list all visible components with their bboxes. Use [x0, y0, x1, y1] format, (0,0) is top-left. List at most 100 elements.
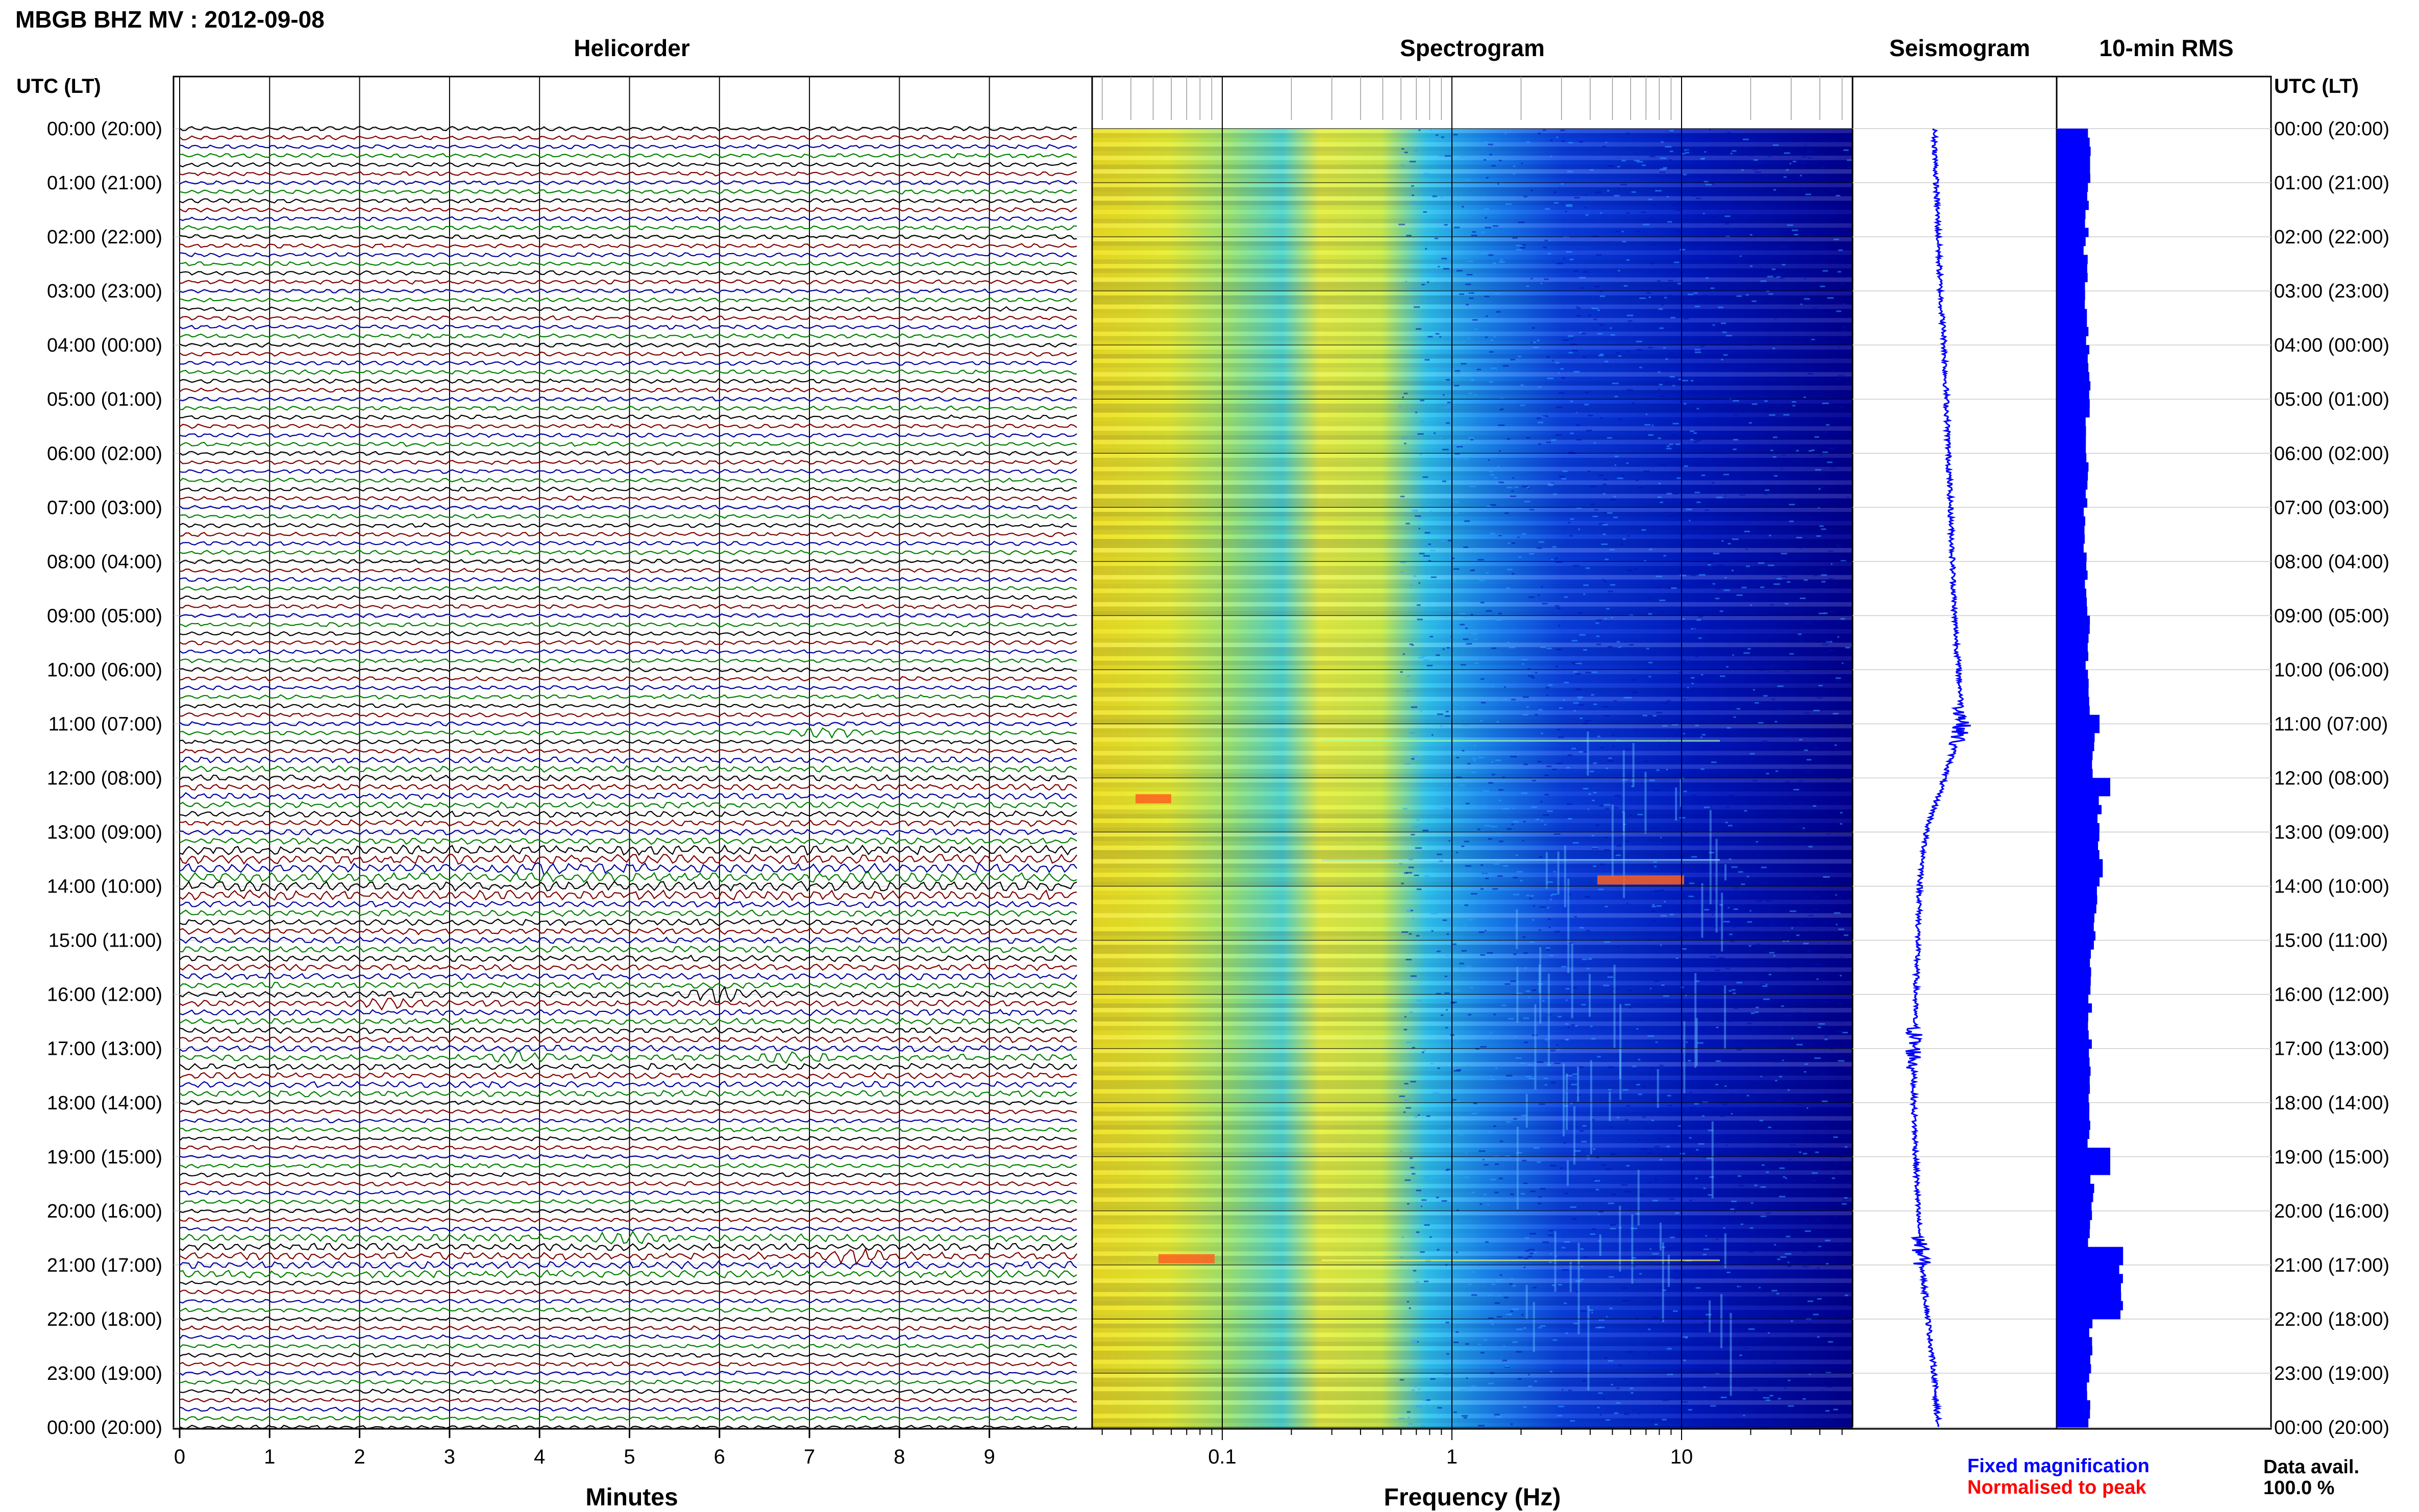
- spectrogram-speckle: [1552, 1339, 1558, 1341]
- spectrogram-speckle: [1470, 614, 1473, 616]
- spectrogram-speckle: [1572, 842, 1579, 844]
- spectrogram-speckle: [1693, 441, 1698, 443]
- spectrogram-speckle: [1575, 673, 1581, 675]
- spectrogram-speckle: [1830, 467, 1837, 469]
- spectrogram-streak: [1667, 1255, 1670, 1287]
- spectrogram-speckle: [1789, 504, 1795, 506]
- spectrogram-streak: [1564, 845, 1566, 907]
- spectrogram-row: [1092, 962, 1853, 968]
- spectrogram-speckle: [1462, 341, 1464, 343]
- spectrogram-speckle: [1772, 348, 1775, 350]
- spectrogram-speckle: [1815, 1151, 1819, 1153]
- spectrogram-speckle: [1767, 276, 1773, 278]
- spectrogram-speckle: [1526, 706, 1529, 708]
- spectrogram-speckle: [1596, 619, 1602, 621]
- spectrogram-speckle: [1715, 1060, 1721, 1062]
- spectrogram-speckle: [1661, 1053, 1664, 1055]
- spectrogram-speckle: [1418, 528, 1420, 530]
- spectrogram-speckle: [1460, 778, 1464, 780]
- spectrogram-speckle: [1650, 263, 1653, 265]
- spectrogram-speckle: [1470, 439, 1473, 441]
- spectrogram-speckle: [1651, 1067, 1653, 1069]
- spectrogram-speckle: [1760, 1076, 1762, 1077]
- helicorder-trace: [179, 927, 1077, 935]
- spectrogram-speckle: [1576, 315, 1581, 316]
- helicorder-trace: [179, 324, 1077, 330]
- helicorder-trace: [179, 666, 1077, 673]
- spectrogram-speckle: [1547, 907, 1549, 909]
- spectrogram-speckle: [1796, 1044, 1803, 1046]
- spectrogram-speckle: [1675, 209, 1682, 211]
- spectrogram-speckle: [1522, 696, 1529, 698]
- rms-bar: [2057, 1193, 2093, 1202]
- spectrogram-speckle: [1784, 152, 1790, 154]
- spectrogram-speckle: [1803, 1398, 1806, 1400]
- spectrogram-speckle: [1708, 1129, 1713, 1131]
- spectrogram-line: [1322, 740, 1720, 742]
- spectrogram-speckle: [1780, 1425, 1787, 1427]
- spectrogram-row: [1092, 854, 1853, 859]
- spectrogram-speckle: [1648, 346, 1653, 349]
- spectrogram-speckle: [1486, 610, 1492, 612]
- spectrogram-speckle: [1428, 543, 1431, 545]
- spectrogram-speckle: [1750, 1258, 1757, 1259]
- spectrogram-speckle: [1428, 560, 1431, 562]
- spectrogram-speckle: [1743, 652, 1750, 654]
- spectrogram-speckle: [1670, 316, 1675, 318]
- spectrogram-speckle: [1809, 339, 1816, 341]
- spectrogram-speckle: [1501, 1004, 1507, 1006]
- spectrogram-speckle: [1771, 1361, 1776, 1364]
- spectrogram-speckle: [1680, 1404, 1687, 1406]
- spectrogram-speckle: [1605, 617, 1607, 619]
- spectrogram-speckle: [1578, 751, 1583, 753]
- spectrogram-row: [1092, 520, 1853, 526]
- spectrogram-speckle: [1707, 1157, 1712, 1159]
- spectrogram-speckle: [1681, 153, 1686, 155]
- spectrogram-speckle: [1398, 1418, 1404, 1420]
- spectrogram-speckle: [1635, 479, 1639, 481]
- time-label-left: 20:00 (16:00): [47, 1201, 162, 1222]
- spectrogram-speckle: [1804, 396, 1806, 398]
- spectrogram-speckle: [1487, 505, 1491, 507]
- spectrogram-speckle: [1627, 320, 1633, 322]
- spectrogram-speckle: [1615, 231, 1620, 232]
- helicorder-trace: [179, 703, 1077, 709]
- rms-bar: [2057, 201, 2089, 210]
- spectrogram-speckle: [1618, 355, 1622, 357]
- spectrogram-speckle: [1542, 129, 1546, 131]
- spectrogram-speckle: [1752, 735, 1756, 737]
- helicorder-trace: [179, 1406, 1077, 1412]
- spectrogram-speckle: [1548, 1234, 1554, 1236]
- spectrogram-speckle: [1478, 1343, 1481, 1345]
- helicorder-trace: [179, 1018, 1077, 1026]
- spectrogram-row: [1092, 679, 1853, 683]
- spectrogram-speckle: [1516, 993, 1523, 995]
- spectrogram-speckle: [1840, 1228, 1843, 1230]
- spectrogram-streak: [1695, 1018, 1698, 1066]
- spectrogram-speckle: [1579, 927, 1584, 929]
- spectrogram-speckle: [1501, 398, 1503, 400]
- spectrogram-speckle: [1794, 234, 1798, 236]
- spectrogram-speckle: [1567, 818, 1572, 820]
- rms-bar: [2057, 1391, 2087, 1401]
- spectrogram-speckle: [1406, 690, 1410, 692]
- spectrogram-speckle: [1700, 533, 1707, 535]
- spectrogram-speckle: [1408, 1417, 1410, 1419]
- spectrogram-speckle: [1731, 1113, 1733, 1115]
- spectrogram-speckle: [1471, 1385, 1476, 1387]
- spectrogram-speckle: [1711, 708, 1713, 710]
- spectrogram-speckle: [1573, 411, 1576, 413]
- spectrogram-speckle: [1840, 253, 1843, 255]
- spectrogram-speckle: [1667, 587, 1673, 589]
- spectrogram-row: [1092, 1296, 1853, 1301]
- spectrogram-speckle: [1595, 622, 1599, 624]
- spectrogram-speckle: [1649, 779, 1655, 781]
- spectrogram-speckle: [1704, 151, 1707, 153]
- spectrogram-speckle: [1398, 405, 1402, 407]
- spectrogram-speckle: [1471, 1271, 1475, 1273]
- spectrogram-speckle: [1610, 334, 1615, 336]
- spectrogram-speckle: [1592, 235, 1599, 237]
- spectrogram-speckle: [1750, 1206, 1756, 1208]
- spectrogram-speckle: [1830, 1048, 1833, 1050]
- rms-bar: [2057, 598, 2087, 607]
